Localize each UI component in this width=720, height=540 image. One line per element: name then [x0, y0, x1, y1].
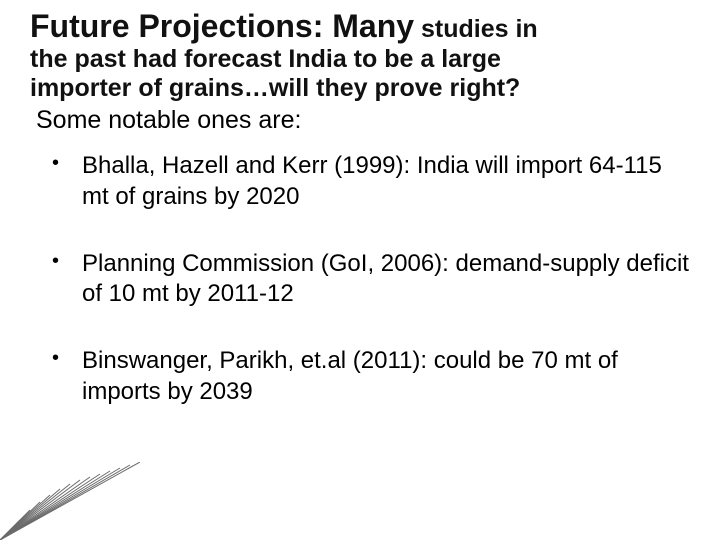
slide-title: Future Projections: Many studies in the … — [30, 8, 690, 102]
list-item: Bhalla, Hazell and Kerr (1999): India wi… — [48, 151, 690, 212]
corner-decoration-icon — [0, 462, 140, 540]
title-part-1: Future Projections: Many — [30, 8, 414, 44]
slide: Future Projections: Many studies in the … — [0, 0, 720, 540]
title-line-2: the past had forecast India to be a larg… — [30, 45, 501, 73]
bullet-list: Bhalla, Hazell and Kerr (1999): India wi… — [48, 151, 690, 407]
list-item: Planning Commission (GoI, 2006): demand-… — [48, 249, 690, 310]
list-item: Binswanger, Parikh, et.al (2011): could … — [48, 346, 690, 407]
title-part-2: studies in — [414, 15, 538, 43]
subtitle: Some notable ones are: — [36, 106, 690, 135]
title-line-3: importer of grains…will they prove right… — [30, 74, 520, 102]
